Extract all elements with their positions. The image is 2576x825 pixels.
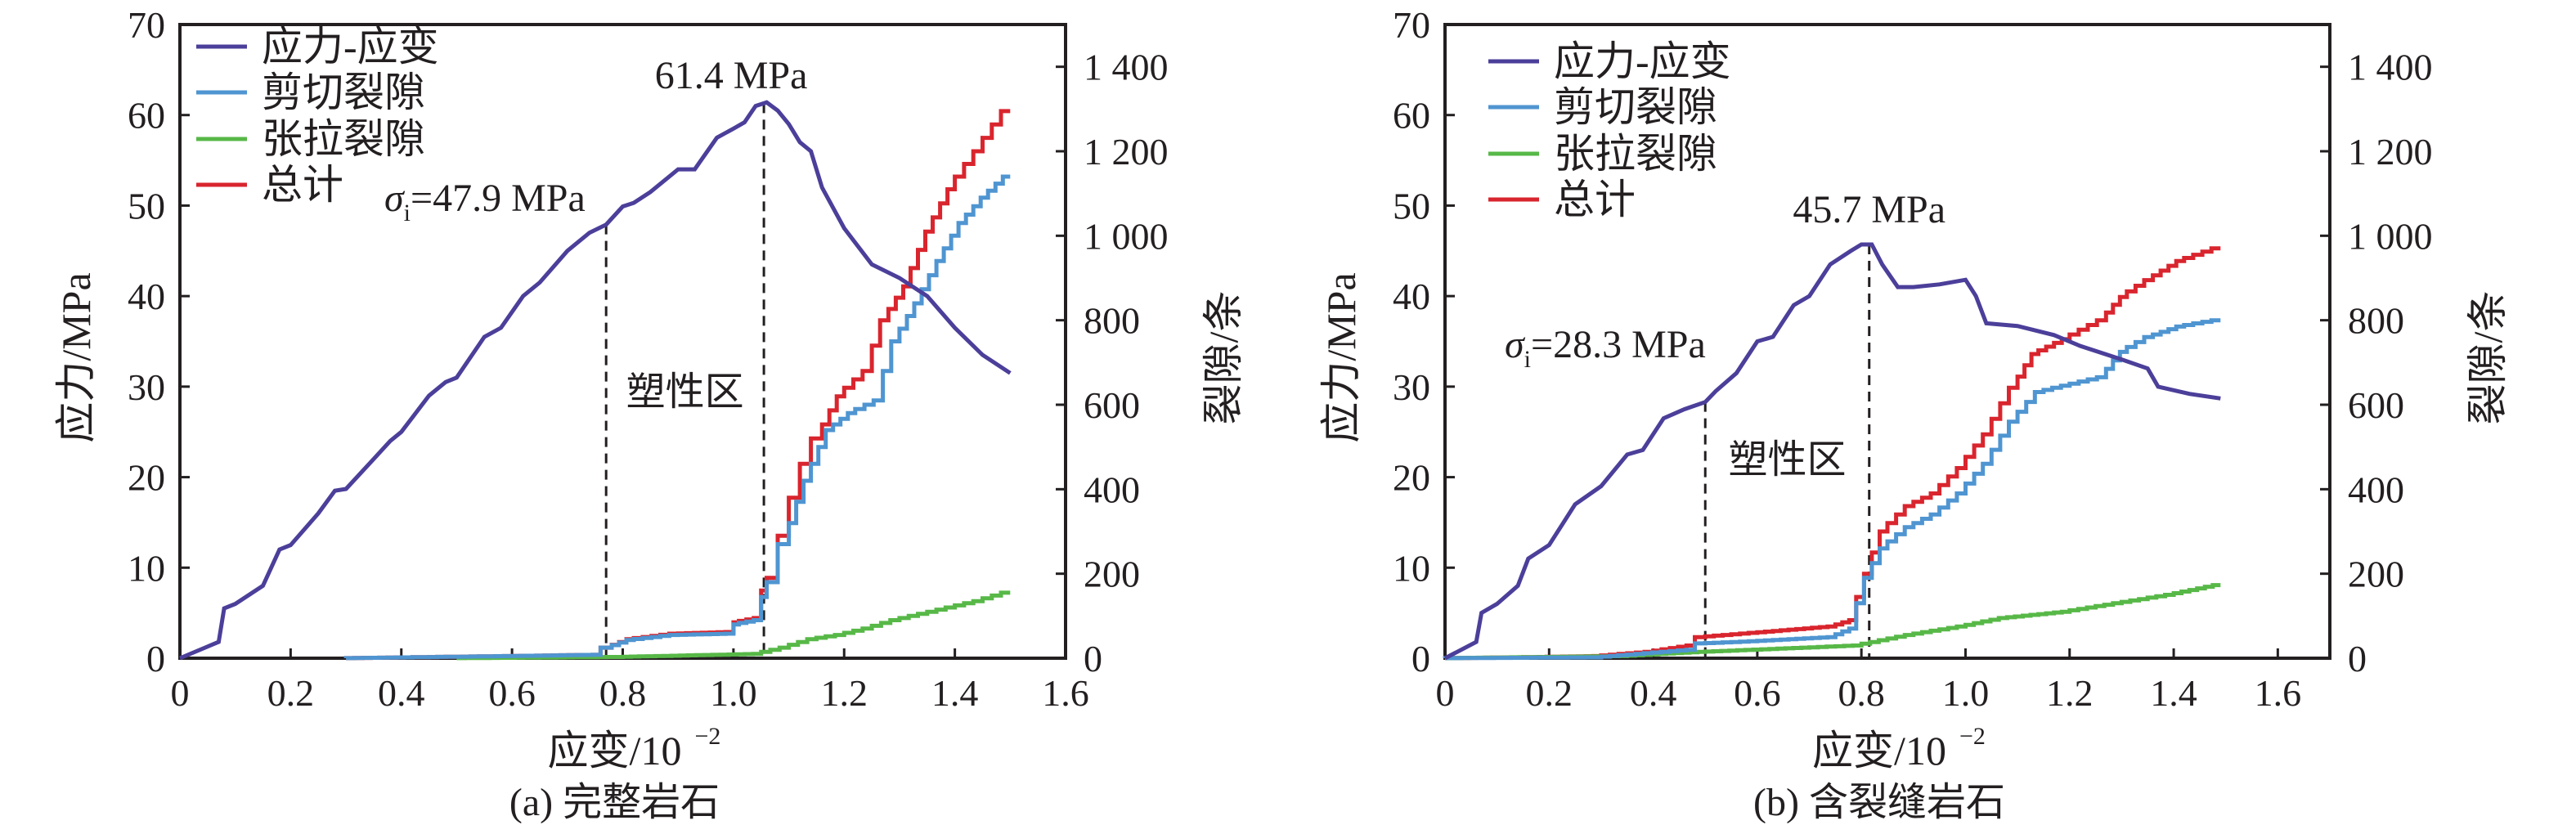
x-tick-label: 1.0: [710, 672, 757, 714]
y-tick-label: 0: [146, 638, 165, 679]
series-line-stress-strain: [1443, 242, 2221, 661]
y-tick-label: 60: [1393, 95, 1430, 137]
series-line-shear-cracks: [343, 174, 1011, 661]
x-tick-label: 0.8: [1838, 672, 1885, 714]
y2-tick-label: 1 000: [1084, 215, 1169, 257]
y-tick-label: 30: [128, 366, 165, 408]
series-line-shear-cracks: [1443, 318, 2221, 661]
sigma-subscript: i: [1524, 346, 1531, 373]
y2-tick-label: 1 400: [2348, 47, 2433, 88]
y2-tick-label: 400: [1084, 469, 1140, 510]
x-tick-label: 0.6: [488, 672, 536, 714]
y2-tick-label: 800: [2348, 300, 2404, 342]
legend-label: 总计: [262, 162, 343, 208]
x-axis-title: 应变/10: [1812, 728, 1946, 773]
y-tick-label: 70: [128, 4, 165, 46]
y-axis-title: 应力/MPa: [1318, 272, 1364, 442]
y-tick-label: 50: [128, 185, 165, 226]
y2-tick-label: 1 000: [2348, 215, 2433, 257]
y2-tick-label: 800: [1084, 300, 1140, 342]
x-axis-title-exponent: −2: [695, 723, 721, 750]
x-tick-label: 1.2: [821, 672, 868, 714]
x-tick-label: 0: [1436, 672, 1455, 714]
x-tick-label: 0.4: [378, 672, 425, 714]
chart-panel-a: 0 0.2 0.4 0.6 0.8 1.0 1.2 1.4 1.6010203040506070…: [53, 4, 1246, 824]
y-tick-label: 70: [1393, 4, 1430, 46]
plastic-zone-label: 塑性区: [626, 370, 744, 414]
sigma-value: =47.9 MPa: [411, 177, 586, 220]
x-axis-title-exponent: −2: [1959, 723, 1986, 750]
y-axis-title: 应力/MPa: [53, 272, 99, 442]
x-tick-label: 0.6: [1734, 672, 1781, 714]
y2-axis-title: 裂隙/条: [1200, 291, 1246, 425]
y-tick-label: 20: [128, 457, 165, 499]
y-tick-label: 30: [1393, 366, 1430, 408]
y-tick-label: 40: [128, 276, 165, 317]
peak-stress-label: 61.4 MPa: [655, 54, 808, 97]
y-tick-label: 40: [1393, 276, 1430, 317]
peak-stress-label: 45.7 MPa: [1793, 188, 1945, 231]
panel-caption: (a) 完整岩石: [509, 781, 720, 824]
y2-tick-label: 400: [2348, 469, 2404, 510]
y2-tick-label: 1 200: [2348, 131, 2433, 173]
legend-label: 应力-应变: [262, 24, 439, 69]
x-tick-label: 0.4: [1630, 672, 1677, 714]
x-tick-label: 0.8: [599, 672, 647, 714]
x-tick-label: 1.2: [2046, 672, 2094, 714]
x-tick-label: 0.2: [1526, 672, 1573, 714]
legend-label: 剪切裂隙: [1554, 84, 1717, 130]
series-line-stress-strain: [179, 100, 1012, 661]
chart-panel-b: 0 0.2 0.4 0.6 0.8 1.0 1.2 1.4 1.6 0 10 20 30 40 50 60 70…: [1318, 4, 2511, 824]
x-axis-title: 应变/10: [548, 728, 682, 773]
y2-axis-title: 裂隙/条: [2465, 291, 2511, 425]
x-tick-label: 1.6: [1042, 672, 1089, 714]
x-tick-label: 0.2: [267, 672, 315, 714]
legend-label: 应力-应变: [1554, 38, 1731, 84]
y-tick-label: 10: [128, 547, 165, 589]
y2-tick-label: 0: [2348, 638, 2367, 679]
initiation-stress-label: σi=47.9 MPa: [384, 177, 586, 226]
x-tick-label: 1.4: [931, 672, 979, 714]
series-line-tensile-cracks: [1443, 583, 2221, 661]
plastic-zone-label: 塑性区: [1728, 438, 1846, 482]
panel-caption: (b) 含裂缝岩石: [1753, 781, 2005, 824]
x-tick-label: 1.0: [1942, 672, 1990, 714]
sigma-value: =28.3 MPa: [1531, 323, 1706, 366]
y2-tick-label: 1 400: [1084, 47, 1169, 88]
y2-tick-label: 1 200: [1084, 131, 1169, 173]
initiation-stress-label: σi=28.3 MPa: [1505, 323, 1706, 373]
x-tick-label: 0: [171, 672, 190, 714]
sigma-subscript: i: [404, 200, 411, 226]
sigma-symbol: σ: [384, 177, 406, 220]
y-tick-label: 10: [1393, 547, 1430, 589]
y2-tick-label: 200: [2348, 554, 2404, 595]
y2-tick-label: 200: [1084, 554, 1140, 595]
y-tick-label: 0: [1411, 638, 1430, 679]
y-tick-label: 20: [1393, 457, 1430, 499]
x-tick-label: 1.4: [2150, 672, 2197, 714]
legend-label: 张拉裂隙: [262, 116, 425, 162]
y-tick-label: 60: [128, 95, 165, 137]
y2-tick-label: 600: [1084, 384, 1140, 426]
y-tick-label: 50: [1393, 185, 1430, 226]
sigma-symbol: σ: [1505, 323, 1526, 366]
y2-tick-label: 0: [1084, 638, 1102, 679]
plot-frame: [1443, 23, 2331, 660]
y2-tick-label: 600: [2348, 384, 2404, 426]
legend-label: 张拉裂隙: [1554, 131, 1717, 177]
legend-label: 总计: [1554, 177, 1636, 222]
x-tick-label: 1.6: [2255, 672, 2302, 714]
legend-label: 剪切裂隙: [262, 69, 425, 115]
